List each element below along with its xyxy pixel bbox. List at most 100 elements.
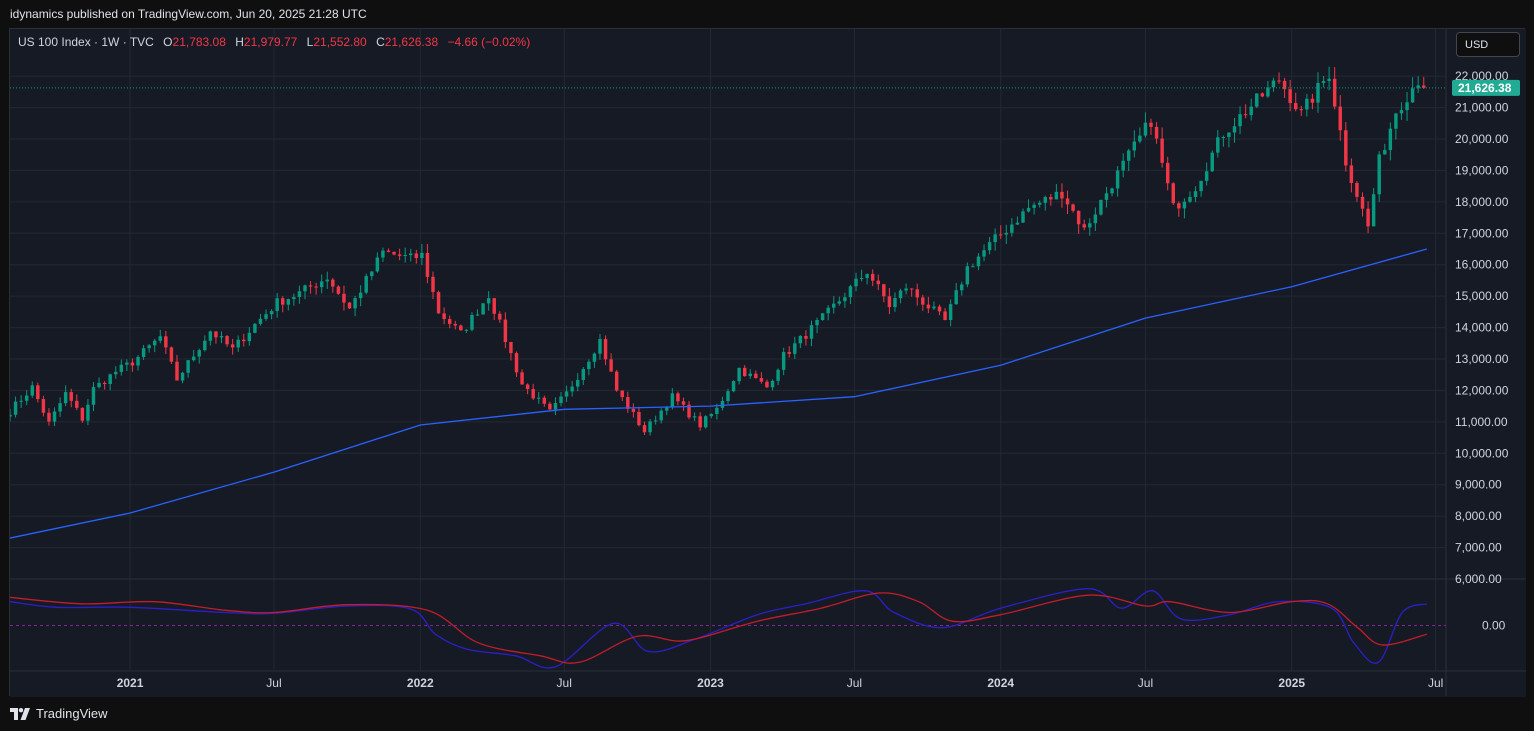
candle-body[interactable] <box>759 378 764 382</box>
candle-body[interactable] <box>687 404 691 418</box>
candle-body[interactable] <box>614 371 619 391</box>
candle-body[interactable] <box>75 400 79 408</box>
candle-body[interactable] <box>80 407 85 421</box>
candle-body[interactable] <box>308 285 313 287</box>
candle-body[interactable] <box>514 353 519 373</box>
candle-body[interactable] <box>91 387 96 405</box>
candle-body[interactable] <box>720 400 725 408</box>
candle-body[interactable] <box>13 401 18 415</box>
moving-average-line[interactable] <box>10 248 1428 539</box>
symbol-legend[interactable]: US 100 Index · 1W · TVC O21,783.08 H21,9… <box>18 35 530 49</box>
candle-body[interactable] <box>97 382 101 388</box>
candle-body[interactable] <box>893 298 897 308</box>
candle-body[interactable] <box>208 331 213 341</box>
candle-body[interactable] <box>1282 80 1287 90</box>
candle-body[interactable] <box>854 278 858 287</box>
candle-body[interactable] <box>1165 162 1170 184</box>
candle-body[interactable] <box>1422 85 1426 88</box>
candle-body[interactable] <box>169 347 174 362</box>
candle-body[interactable] <box>681 401 686 405</box>
candle-body[interactable] <box>1154 126 1159 139</box>
candle-body[interactable] <box>1277 80 1281 82</box>
candle-body[interactable] <box>954 290 958 305</box>
candle-body[interactable] <box>564 391 569 397</box>
candle-body[interactable] <box>1021 211 1025 223</box>
candle-body[interactable] <box>587 361 591 370</box>
candle-body[interactable] <box>1199 180 1203 192</box>
candle-body[interactable] <box>1076 210 1081 225</box>
candle-body[interactable] <box>603 339 608 360</box>
candle-body[interactable] <box>859 277 864 279</box>
candle-body[interactable] <box>715 407 719 415</box>
candle-body[interactable] <box>1088 223 1092 228</box>
candle-body[interactable] <box>186 360 190 373</box>
candle-body[interactable] <box>987 242 992 251</box>
candle-body[interactable] <box>1216 137 1220 153</box>
candle-body[interactable] <box>47 412 51 422</box>
candle-body[interactable] <box>648 421 652 433</box>
candle-body[interactable] <box>882 284 886 297</box>
candle-body[interactable] <box>258 318 263 324</box>
candle-body[interactable] <box>114 371 118 375</box>
candle-body[interactable] <box>926 304 931 309</box>
candle-body[interactable] <box>1355 182 1359 197</box>
candle-body[interactable] <box>158 336 163 341</box>
candle-body[interactable] <box>86 404 90 421</box>
candle-body[interactable] <box>737 367 741 382</box>
candle-body[interactable] <box>1082 224 1086 228</box>
candle-body[interactable] <box>403 255 407 257</box>
candle-body[interactable] <box>1349 165 1354 183</box>
candle-body[interactable] <box>765 381 769 388</box>
candle-body[interactable] <box>475 314 480 316</box>
candle-body[interactable] <box>375 257 380 272</box>
candle-body[interactable] <box>1099 199 1103 215</box>
candle-body[interactable] <box>1332 78 1337 107</box>
candle-body[interactable] <box>381 250 385 258</box>
candle-body[interactable] <box>125 362 129 365</box>
candle-body[interactable] <box>1054 191 1059 200</box>
candle-body[interactable] <box>264 314 268 319</box>
candle-body[interactable] <box>870 273 875 281</box>
candle-body[interactable] <box>665 407 669 411</box>
candle-body[interactable] <box>1266 87 1270 97</box>
candle-body[interactable] <box>1238 114 1242 127</box>
candle-body[interactable] <box>1015 222 1020 225</box>
candle-body[interactable] <box>275 298 279 312</box>
chart-canvas[interactable]: 6,000.00 7,000.00 8,000.00 9,000.00 10,000.0… <box>10 29 1526 697</box>
candle-body[interactable] <box>993 234 997 243</box>
candle-body[interactable] <box>141 348 146 357</box>
candle-body[interactable] <box>1132 141 1137 151</box>
candle-body[interactable] <box>520 372 524 385</box>
candle-body[interactable] <box>1110 188 1114 194</box>
candle-body[interactable] <box>175 361 179 381</box>
candle-body[interactable] <box>336 286 341 294</box>
candle-body[interactable] <box>820 313 825 321</box>
candle-body[interactable] <box>1344 130 1348 166</box>
candle-body[interactable] <box>1410 88 1415 103</box>
candle-body[interactable] <box>1188 196 1192 202</box>
candle-body[interactable] <box>314 286 318 288</box>
candle-body[interactable] <box>1193 191 1198 197</box>
candle-body[interactable] <box>464 329 469 331</box>
candle-body[interactable] <box>1388 128 1393 151</box>
candle-body[interactable] <box>147 345 151 349</box>
candle-body[interactable] <box>542 397 547 404</box>
candle-body[interactable] <box>1310 98 1315 103</box>
candle-body[interactable] <box>637 411 641 426</box>
candle-body[interactable] <box>459 325 463 331</box>
candle-body[interactable] <box>1049 197 1053 200</box>
candle-body[interactable] <box>225 336 229 345</box>
candle-body[interactable] <box>420 252 424 259</box>
candle-body[interactable] <box>1383 150 1387 155</box>
candle-body[interactable] <box>1071 204 1075 211</box>
candle-body[interactable] <box>24 395 29 401</box>
candle-body[interactable] <box>52 411 57 422</box>
candle-body[interactable] <box>353 298 357 309</box>
candle-body[interactable] <box>537 397 541 399</box>
candle-body[interactable] <box>832 303 836 308</box>
candle-body[interactable] <box>436 292 441 314</box>
candle-body[interactable] <box>948 304 953 320</box>
candle-body[interactable] <box>347 302 352 309</box>
candle-body[interactable] <box>342 293 346 303</box>
candle-body[interactable] <box>119 364 124 372</box>
